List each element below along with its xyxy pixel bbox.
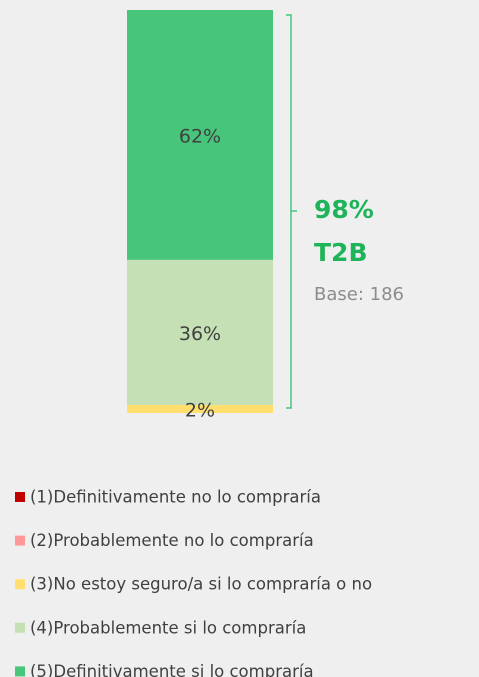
legend-label: (5)Definitivamente si lo compraría (30, 662, 314, 677)
legend-swatch (15, 666, 25, 677)
legend-label: (1)Definitivamente no lo compraría (30, 488, 321, 507)
value-label: 62% (179, 125, 221, 147)
value-label: 2% (185, 399, 215, 421)
legend-swatch (15, 535, 25, 546)
value-label: 36% (179, 323, 221, 345)
legend-label: (3)No estoy seguro/a si lo compraría o n… (30, 575, 372, 594)
bracket (286, 14, 297, 409)
legend-label: (4)Probablemente si lo compraría (30, 618, 306, 637)
legend-swatch (15, 492, 25, 502)
legend-label: (2)Probablemente no lo compraría (30, 531, 314, 550)
legend-swatch (15, 579, 25, 590)
t2b-value: 98% (314, 195, 374, 224)
bar-segment (127, 404, 273, 413)
bar-segment (127, 10, 273, 260)
t2b-label: T2B (314, 238, 368, 267)
bar-segment (127, 259, 273, 405)
base-label: Base: 186 (314, 284, 404, 305)
legend-swatch (15, 622, 25, 633)
